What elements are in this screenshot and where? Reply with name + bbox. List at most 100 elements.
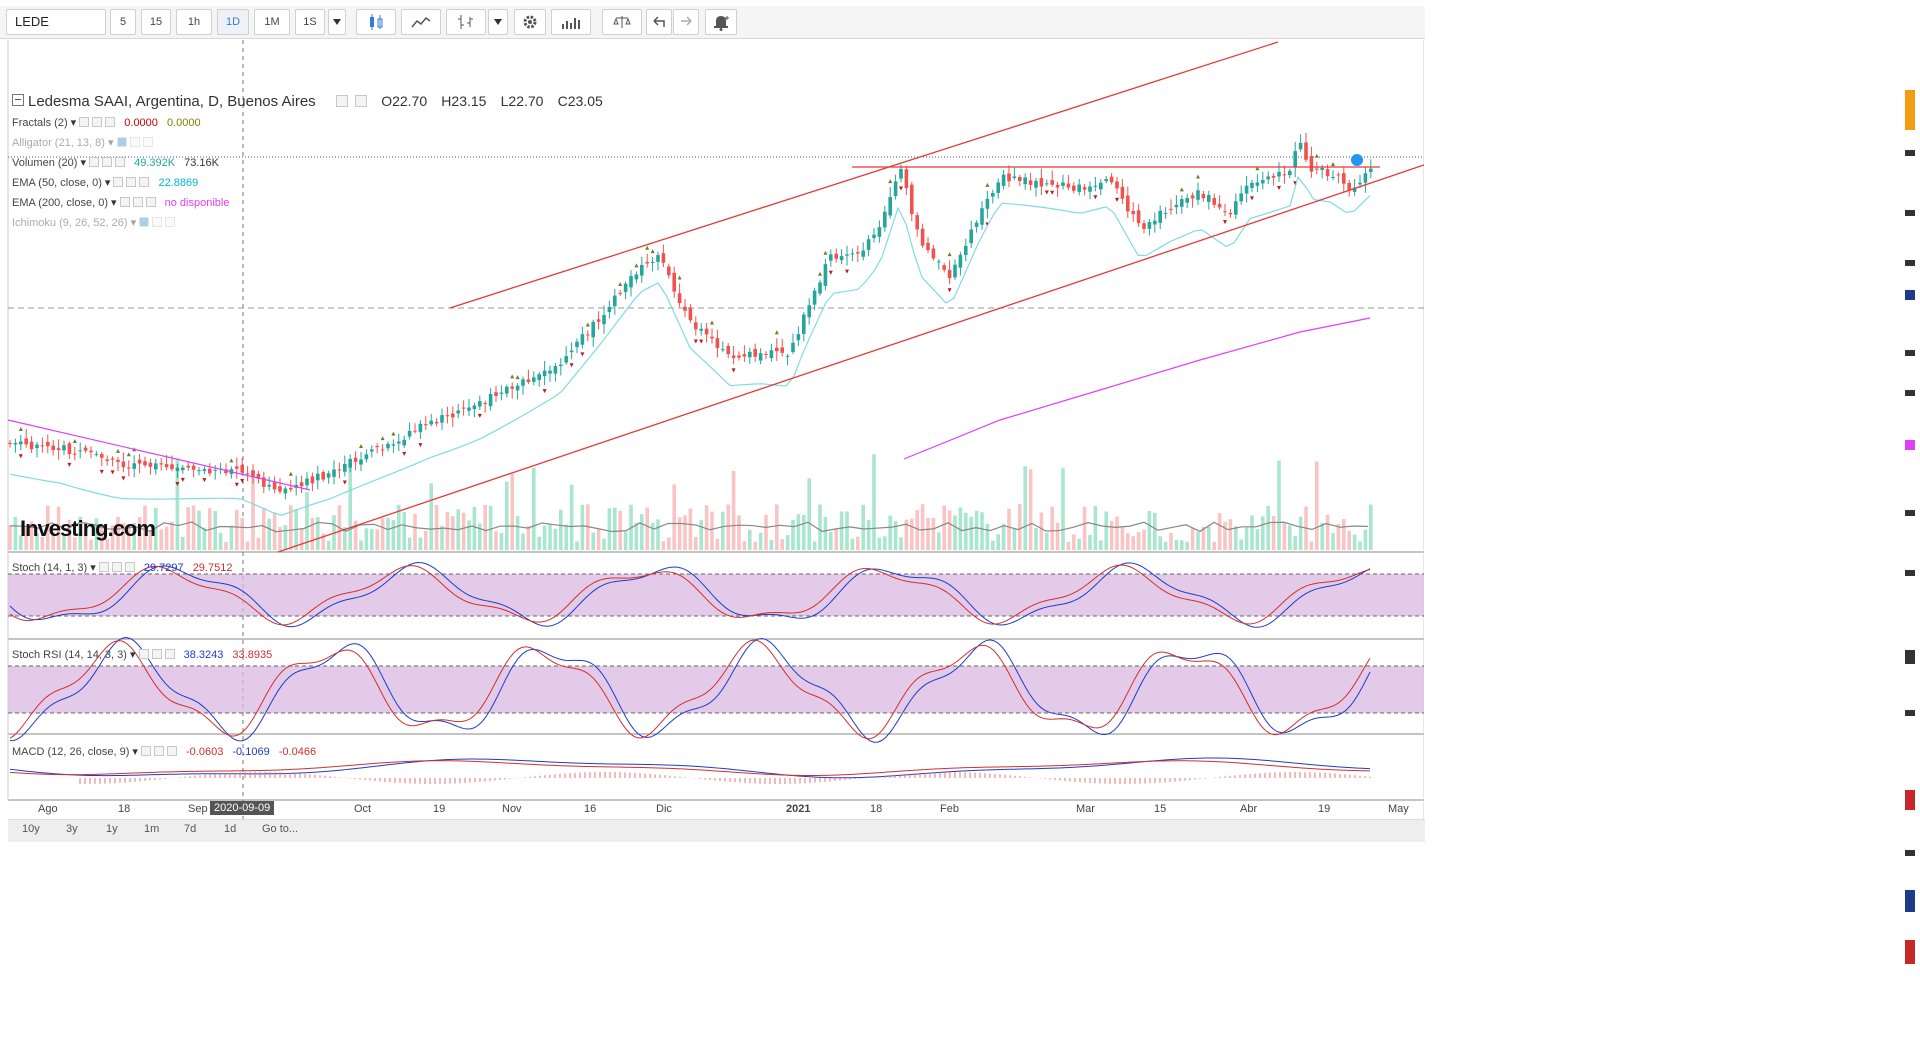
gear-icon[interactable]	[126, 177, 137, 187]
interval-1m-button[interactable]: 1M	[254, 9, 290, 35]
gear-icon[interactable]	[151, 649, 162, 659]
range-3y-button[interactable]: 3y	[66, 823, 78, 835]
chart-type-dropdown-button[interactable]	[488, 9, 508, 35]
legend-volume[interactable]: Volumen (20) ▾ 49.392K 73.16K	[12, 157, 219, 169]
range-10y-button[interactable]: 10y	[22, 823, 40, 835]
volume-bar	[1250, 515, 1254, 550]
candle-body	[1228, 213, 1233, 215]
legend-ema200[interactable]: EMA (200, close, 0) ▾ no disponible	[12, 197, 230, 209]
settings-icon[interactable]	[98, 562, 109, 572]
volume-bar	[100, 524, 104, 550]
undo-button[interactable]	[646, 9, 672, 35]
visibility-toggle-icon[interactable]	[355, 95, 368, 107]
candle-body	[1061, 182, 1065, 186]
legend-ichimoku[interactable]: Ichimoku (9, 26, 52, 26) ▾	[12, 216, 176, 229]
gear-icon[interactable]	[132, 197, 143, 207]
candle-body	[596, 319, 601, 322]
collapse-icon[interactable]	[12, 94, 24, 106]
range-7d-button[interactable]: 7d	[184, 823, 197, 835]
close-icon[interactable]	[166, 746, 177, 756]
settings-icon[interactable]	[79, 117, 90, 127]
legend-macd[interactable]: MACD (12, 26, close, 9) ▾ -0.0603 -0.106…	[12, 746, 317, 758]
redo-button[interactable]	[673, 9, 699, 35]
price-chart[interactable]	[0, 40, 1424, 840]
fractal-down-marker	[202, 478, 207, 483]
volume-bar	[164, 526, 169, 550]
close-icon[interactable]	[165, 217, 176, 227]
legend-stoch[interactable]: Stoch (14, 1, 3) ▾ 29.7297 29.7512	[12, 562, 233, 574]
range-1y-button[interactable]: 1y	[106, 823, 118, 835]
close-icon[interactable]	[139, 177, 150, 187]
gear-icon[interactable]	[102, 157, 113, 167]
volume-bar	[1169, 532, 1173, 550]
volume-bar	[143, 505, 147, 550]
interval-15-button[interactable]: 15	[141, 9, 171, 35]
gear-icon[interactable]	[152, 217, 163, 227]
edge-fragment	[1905, 290, 1915, 300]
candles-button[interactable]	[356, 9, 396, 35]
close-icon[interactable]	[115, 157, 126, 167]
volume-bar	[407, 537, 412, 550]
compare-button[interactable]	[602, 9, 642, 35]
edge-fragment	[1905, 940, 1915, 964]
close-icon[interactable]	[142, 137, 153, 147]
close-icon[interactable]	[124, 562, 135, 572]
settings-icon[interactable]	[140, 746, 151, 756]
range-1m-button[interactable]: 1m	[144, 823, 160, 835]
volume-bar	[920, 504, 925, 550]
volume-bar	[926, 517, 930, 550]
interval-1h-button[interactable]: 1h	[176, 9, 212, 35]
candle-body	[235, 466, 239, 469]
visibility-icon[interactable]	[139, 217, 150, 227]
goto-button[interactable]: Go to...	[262, 823, 299, 835]
visibility-icon[interactable]	[116, 137, 127, 147]
settings-icon[interactable]	[119, 197, 130, 207]
interval-dropdown-button[interactable]	[328, 9, 346, 35]
stoch-k-value: 29.7297	[143, 562, 184, 574]
settings-button[interactable]	[514, 9, 546, 35]
settings-toggle-icon[interactable]	[335, 95, 348, 107]
bars-button[interactable]	[446, 9, 486, 35]
indicators-button[interactable]	[551, 9, 591, 35]
legend-ema50[interactable]: EMA (50, close, 0) ▾ 22.8869	[12, 177, 199, 189]
line-chart-button[interactable]	[401, 9, 441, 35]
gear-icon[interactable]	[92, 117, 103, 127]
gear-icon[interactable]	[153, 746, 164, 756]
settings-icon[interactable]	[89, 157, 100, 167]
legend-name: Alligator (21, 13, 8)	[12, 137, 105, 149]
volume-bar	[218, 532, 223, 550]
fractal-down-marker	[1277, 185, 1281, 190]
close-icon[interactable]	[145, 197, 156, 207]
settings-icon[interactable]	[113, 177, 124, 187]
volume-bar	[667, 537, 671, 550]
volume-bar	[1174, 540, 1179, 550]
volume-bar	[1104, 511, 1108, 550]
time-axis[interactable]: Ago 18 Sep 2020-09-09 Oct 19 Nov 16 Dic …	[0, 800, 1425, 820]
legend-fractals[interactable]: Fractals (2) ▾ 0.0000 0.0000	[12, 117, 201, 129]
candle-body	[899, 168, 903, 179]
interval-1s-button[interactable]: 1S	[295, 9, 325, 35]
candle-body	[1115, 181, 1119, 189]
volume-bar	[1099, 540, 1103, 550]
range-1d-button[interactable]: 1d	[224, 823, 237, 835]
volume-bar	[1212, 541, 1216, 550]
close-icon[interactable]	[164, 649, 175, 659]
legend-alligator[interactable]: Alligator (21, 13, 8) ▾	[12, 136, 153, 149]
chart-area[interactable]: Ledesma SAAI, Argentina, D, Buenos Aires…	[0, 40, 1424, 840]
edge-fragment	[1905, 440, 1915, 450]
interval-5-button[interactable]: 5	[110, 9, 136, 35]
candle-body	[132, 463, 136, 469]
legend-stochrsi[interactable]: Stoch RSI (14, 14, 3, 3) ▾ 38.3243 33.89…	[12, 649, 273, 661]
gear-icon[interactable]	[129, 137, 140, 147]
candle-body	[1185, 197, 1189, 203]
alert-button[interactable]	[705, 9, 737, 35]
gear-icon[interactable]	[111, 562, 122, 572]
interval-1d-button[interactable]: 1D	[217, 9, 249, 35]
candle-body	[267, 484, 271, 487]
undo-icon	[653, 16, 665, 27]
volume-bar	[742, 541, 747, 550]
symbol-input[interactable]: LEDE	[6, 9, 106, 35]
settings-icon[interactable]	[138, 649, 149, 659]
volume-bar	[699, 520, 703, 550]
close-icon[interactable]	[105, 117, 116, 127]
